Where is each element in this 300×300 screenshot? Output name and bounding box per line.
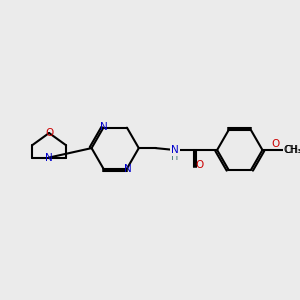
- Text: CH₃: CH₃: [284, 145, 300, 155]
- Text: N: N: [45, 153, 53, 163]
- Text: N: N: [124, 164, 132, 175]
- Text: O: O: [195, 160, 203, 170]
- Text: N: N: [100, 122, 108, 132]
- Text: O: O: [272, 139, 280, 149]
- Text: H: H: [171, 152, 178, 162]
- Text: O: O: [45, 128, 53, 138]
- Text: N: N: [171, 145, 178, 155]
- Text: CH₃: CH₃: [284, 145, 300, 155]
